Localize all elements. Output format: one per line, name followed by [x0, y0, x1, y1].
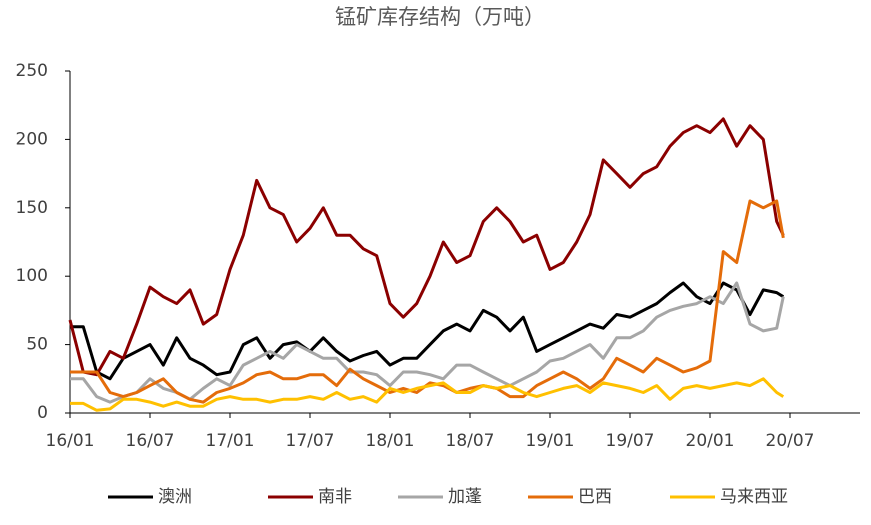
x-tick-label: 16/07 [126, 431, 175, 451]
y-tick-label: 50 [26, 335, 48, 355]
legend-label: 巴西 [578, 487, 612, 507]
x-tick-label: 19/01 [526, 431, 575, 451]
x-tick-label: 19/07 [606, 431, 655, 451]
series-line [70, 199, 785, 404]
y-tick-label: 100 [16, 266, 48, 286]
series-line [68, 117, 785, 377]
series-line [70, 281, 785, 381]
x-tick-label: 18/07 [446, 431, 495, 451]
y-tick-label: 150 [16, 198, 48, 218]
legend-label: 澳洲 [158, 487, 192, 507]
x-tick-label: 16/01 [46, 431, 95, 451]
x-tick-label: 20/01 [686, 431, 735, 451]
y-tick-label: 200 [16, 129, 48, 149]
y-tick-label: 250 [16, 61, 48, 81]
chart-title: 锰矿库存结构（万吨） [335, 5, 545, 29]
legend-label: 马来西亚 [720, 487, 788, 507]
legend-label: 加蓬 [448, 487, 482, 507]
x-tick-label: 17/01 [206, 431, 255, 451]
x-tick-label: 17/07 [286, 431, 335, 451]
x-tick-label: 20/07 [766, 431, 815, 451]
legend-label: 南非 [318, 487, 352, 507]
y-tick-label: 0 [37, 403, 48, 423]
x-tick-label: 18/01 [366, 431, 415, 451]
series-line [70, 377, 785, 412]
